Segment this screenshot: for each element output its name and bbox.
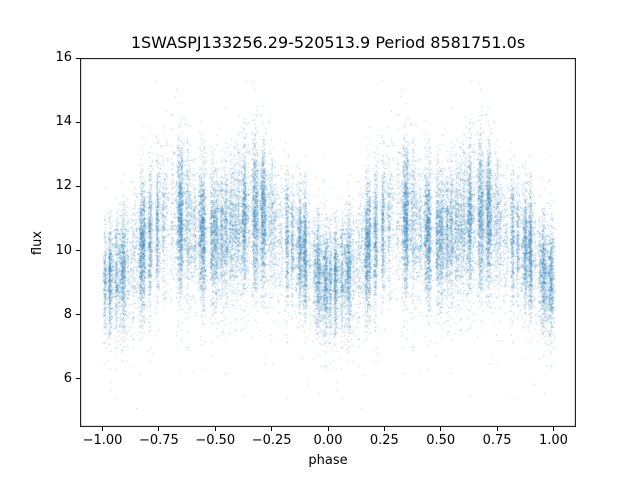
y-tick-label: 8 xyxy=(63,306,72,322)
y-tick-label: 10 xyxy=(55,242,72,258)
x-tick-mark xyxy=(158,427,160,431)
y-tick-mark xyxy=(76,314,80,316)
x-axis-label: phase xyxy=(308,453,348,468)
y-tick-mark xyxy=(76,185,80,187)
x-tick-mark xyxy=(102,427,104,431)
x-tick-mark xyxy=(214,427,216,431)
x-tick-label: 0.00 xyxy=(313,433,343,448)
x-tick-label: 1.00 xyxy=(538,433,568,448)
plot-area xyxy=(80,58,576,427)
y-tick-label: 16 xyxy=(55,50,72,65)
y-tick-mark xyxy=(76,250,80,252)
x-tick-mark xyxy=(327,427,329,431)
y-tick-mark xyxy=(76,378,80,380)
y-tick-label: 14 xyxy=(55,114,72,130)
x-tick-mark xyxy=(271,427,273,431)
x-tick-label: 0.25 xyxy=(369,433,399,448)
x-tick-label: 0.75 xyxy=(482,433,512,448)
x-tick-mark xyxy=(496,427,498,431)
x-tick-label: 0.50 xyxy=(426,433,456,448)
x-tick-label: −0.50 xyxy=(195,433,236,448)
x-tick-label: −0.25 xyxy=(251,433,292,448)
chart-title: 1SWASPJ133256.29-520513.9 Period 8581751… xyxy=(130,33,526,52)
y-tick-mark xyxy=(76,121,80,123)
x-tick-mark xyxy=(383,427,385,431)
scatter-points-canvas xyxy=(80,58,576,427)
y-tick-mark xyxy=(76,57,80,59)
y-tick-label: 12 xyxy=(55,178,72,194)
y-tick-label: 6 xyxy=(63,370,72,386)
x-tick-label: −0.75 xyxy=(138,433,179,448)
x-tick-label: −1.00 xyxy=(82,433,123,448)
x-tick-mark xyxy=(440,427,442,431)
x-tick-mark xyxy=(552,427,554,431)
